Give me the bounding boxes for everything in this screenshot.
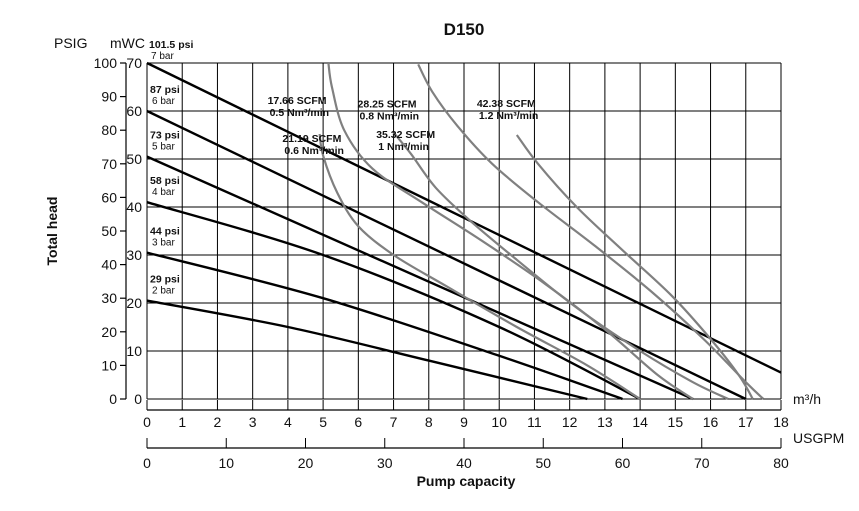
usgpm-tick-label: 30 (377, 455, 393, 471)
usgpm-tick-label: 60 (615, 455, 631, 471)
psi-tick-label: 30 (101, 290, 117, 306)
mwc-tick-label: 60 (126, 103, 142, 119)
mwc-tick-label: 0 (134, 391, 142, 407)
m3h-tick-label: 18 (773, 414, 789, 430)
m3h-tick-label: 15 (668, 414, 684, 430)
flow-scfm-label: 21.19 SCFM (282, 133, 341, 145)
air-flow-curve (392, 131, 729, 400)
pressure-psi-label: 73 psi (150, 130, 180, 142)
m3h-tick-label: 8 (425, 414, 433, 430)
psi-tick-label: 0 (109, 391, 117, 407)
m3h-tick-label: 2 (214, 414, 222, 430)
pressure-curve (146, 299, 588, 401)
m3h-tick-label: 12 (562, 414, 578, 430)
m3h-unit-label: m³/h (793, 391, 821, 407)
usgpm-tick-label: 70 (694, 455, 710, 471)
psi-unit-label: PSIG (54, 35, 87, 51)
usgpm-unit-label: USGPM (793, 430, 844, 446)
flow-nm-label: 1 Nm³/min (378, 141, 429, 153)
air-flow-curve (318, 133, 641, 400)
psi-tick-label: 40 (101, 257, 117, 273)
m3h-tick-label: 11 (527, 414, 542, 430)
psi-tick-label: 20 (101, 324, 117, 340)
m3h-tick-label: 3 (249, 414, 257, 430)
chart-title: D150 (444, 20, 485, 39)
m3h-tick-label: 14 (632, 414, 648, 430)
psi-tick-label: 80 (101, 122, 117, 138)
pressure-curve (146, 155, 694, 401)
mwc-tick-label: 50 (126, 151, 142, 167)
pressure-psi-label: 87 psi (150, 84, 180, 96)
m3h-tick-label: 6 (354, 414, 362, 430)
pressure-psi-label: 58 psi (150, 175, 180, 187)
usgpm-tick-label: 0 (143, 455, 151, 471)
mwc-tick-label: 40 (126, 199, 142, 215)
usgpm-tick-label: 20 (298, 455, 314, 471)
pressure-bar-label: 4 bar (152, 187, 175, 198)
pressure-psi-label: 101.5 psi (149, 39, 193, 51)
pressure-bar-label: 2 bar (152, 286, 175, 297)
pressure-curves (146, 61, 782, 401)
x-axis-title: Pump capacity (417, 473, 516, 489)
usgpm-tick-label: 80 (773, 455, 789, 471)
psi-tick-label: 90 (101, 89, 117, 105)
pressure-bar-label: 7 bar (151, 51, 174, 62)
mwc-tick-label: 70 (126, 55, 142, 71)
pressure-psi-label: 29 psi (150, 274, 180, 286)
m3h-tick-label: 9 (460, 414, 468, 430)
psi-tick-label: 100 (94, 55, 118, 71)
mwc-tick-label: 30 (126, 247, 142, 263)
pressure-curve (146, 201, 641, 401)
m3h-tick-label: 13 (597, 414, 613, 430)
flow-scfm-label: 28.25 SCFM (358, 99, 417, 111)
psi-tick-label: 60 (101, 189, 117, 205)
psi-tick-label: 70 (101, 156, 117, 172)
mwc-tick-label: 10 (126, 343, 142, 359)
m3h-tick-label: 0 (143, 414, 151, 430)
usgpm-tick-label: 40 (456, 455, 472, 471)
psi-tick-label: 50 (101, 223, 117, 239)
flow-nm-label: 0.5 Nm³/min (270, 107, 330, 119)
air-flow-curve (515, 134, 754, 400)
gridlines (146, 62, 782, 400)
pressure-bar-label: 3 bar (152, 238, 175, 249)
usgpm-tick-label: 50 (535, 455, 551, 471)
pressure-curve (146, 251, 623, 401)
usgpm-tick-label: 10 (218, 455, 234, 471)
pressure-curve (146, 61, 782, 374)
flow-scfm-label: 42.38 SCFM (477, 98, 536, 110)
air-flow-curve (327, 62, 694, 400)
pressure-curve (146, 109, 747, 401)
y-axis-title: Total head (44, 197, 60, 266)
pressure-bar-label: 5 bar (152, 142, 175, 153)
m3h-tick-label: 1 (178, 414, 186, 430)
flow-scfm-label: 35.32 SCFM (376, 129, 435, 141)
air-flow-curve (417, 63, 765, 400)
flow-nm-label: 0.6 Nm³/min (284, 145, 344, 157)
m3h-tick-label: 16 (703, 414, 719, 430)
m3h-tick-label: 7 (390, 414, 398, 430)
m3h-tick-label: 10 (491, 414, 507, 430)
m3h-tick-label: 5 (319, 414, 327, 430)
flow-nm-label: 1.2 Nm³/min (479, 110, 539, 122)
flow-nm-label: 0.8 Nm³/min (360, 111, 420, 123)
pressure-bar-label: 6 bar (152, 96, 175, 107)
pressure-psi-label: 44 psi (150, 226, 180, 238)
m3h-tick-label: 17 (738, 414, 754, 430)
m3h-tick-label: 4 (284, 414, 292, 430)
mwc-unit-label: mWC (110, 35, 145, 51)
mwc-tick-label: 20 (126, 295, 142, 311)
flow-scfm-label: 17.66 SCFM (268, 95, 327, 107)
psi-tick-label: 10 (101, 357, 117, 373)
flow-curves (318, 62, 765, 400)
